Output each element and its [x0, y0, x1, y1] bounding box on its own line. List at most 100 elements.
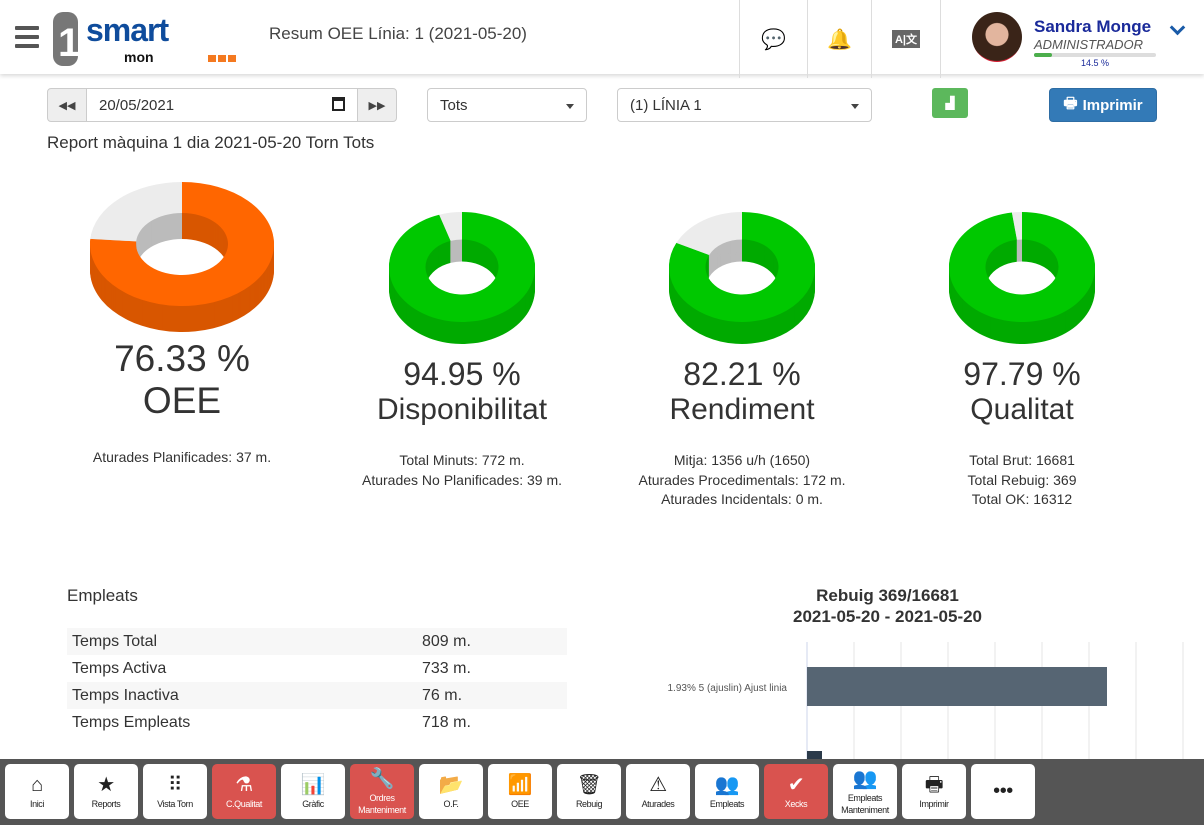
print-icon: 🖶 — [1063, 94, 1078, 112]
nav-label: Empleats Manteniment — [841, 792, 889, 815]
nav-label: Imprimir — [919, 798, 949, 809]
svg-text:smart: smart — [86, 12, 170, 48]
translate-icon: A|文 — [891, 30, 921, 48]
nav-imprimir[interactable]: 🖶 Imprimir — [902, 764, 966, 819]
nav-label: C.Qualitat — [225, 798, 263, 809]
next-day-button[interactable]: ▶▶ — [357, 88, 397, 122]
notifications-button[interactable]: 🔔 — [807, 0, 871, 78]
donut-chart — [89, 182, 274, 332]
avatar — [972, 12, 1022, 62]
gauge-percent: 76.33 % — [114, 338, 250, 379]
profile-progress-bar — [1034, 53, 1156, 57]
logo: 1 smart mon — [53, 12, 236, 66]
employees-table: Temps Total 809 m. Temps Activa 733 m. Temps… — [67, 628, 567, 736]
nav-label: Inici — [29, 798, 44, 809]
top-bar: 1 smart mon Resum OEE Línia: 1 (2021-05-… — [0, 0, 1204, 78]
scrap-chart-title: Rebuig 369/16681 2021-05-20 - 2021-05-20 — [680, 585, 1095, 627]
table-row: Temps Inactiva 76 m. — [67, 682, 567, 709]
gauge-detail: Total Brut: 16681 — [969, 452, 1075, 468]
donut-chart — [669, 212, 815, 344]
remainder-slice — [90, 182, 182, 242]
gauge-detail: Aturades Incidentals: 0 m. — [661, 491, 823, 507]
calendar-icon[interactable] — [332, 97, 345, 111]
menu-icon[interactable] — [15, 26, 39, 48]
bar[interactable] — [807, 667, 1107, 706]
svg-text:mon: mon — [124, 49, 154, 65]
date-value: 20/05/2021 — [99, 96, 175, 114]
date-input[interactable]: 20/05/2021 — [86, 88, 358, 122]
report-title: Report màquina 1 dia 2021-05-20 Torn Tot… — [47, 133, 375, 152]
home-icon: ⌂ — [31, 773, 43, 796]
table-row: Temps Activa 733 m. — [67, 655, 567, 682]
chart-subtitle: 2021-05-20 - 2021-05-20 — [792, 607, 983, 626]
user-name: Sandra Monge — [1034, 17, 1152, 36]
nav-vista-torn[interactable]: ⠿ Vista Torn — [143, 764, 207, 819]
nav-empleats[interactable]: 👥 Empleats — [695, 764, 759, 819]
nav-label: Xecks — [784, 798, 808, 809]
bell-icon: 🔔 — [827, 28, 852, 51]
bar-label: 1.93% 5 (ajuslin) Ajust linia — [667, 683, 787, 694]
remainder-slice — [1011, 212, 1022, 240]
backward-icon: ◀◀ — [58, 99, 76, 112]
gauge-label: Rendiment — [669, 393, 815, 426]
nav-xecks[interactable]: ✔ Xecks — [764, 764, 828, 819]
nav-oee[interactable]: 📶 OEE — [488, 764, 552, 819]
flask-icon: ⚗ — [235, 773, 253, 796]
value-slice — [389, 212, 535, 322]
comments-icon: 💬 — [761, 28, 786, 51]
value-slice — [669, 212, 815, 322]
gauge-qualitat: 97.79 % Qualitat Total Brut: 16681 Total Re… — [882, 180, 1162, 510]
nav-c-qualitat[interactable]: ⚗ C.Qualitat — [212, 764, 276, 819]
warning-icon: ⚠ — [649, 773, 667, 796]
remainder-slice — [439, 212, 462, 241]
bar-chart-icon: ▟ — [945, 96, 955, 110]
language-button[interactable]: A|文 — [871, 0, 941, 78]
nav-label: O.F. — [443, 798, 459, 809]
page-title: Resum OEE Línia: 1 (2021-05-20) — [269, 24, 527, 43]
nav-aturades[interactable]: ⚠ Aturades — [626, 764, 690, 819]
nav-ordres-manteniment[interactable]: 🔧 Ordres Manteniment — [350, 764, 414, 819]
line-value: (1) LÍNIA 1 — [630, 96, 702, 114]
nav-reports[interactable]: ★ Reports — [74, 764, 138, 819]
nav-gr-fic[interactable]: 📊 Gràfic — [281, 764, 345, 819]
nav-label: Gràfic — [302, 798, 324, 809]
donut-chart — [949, 212, 1095, 344]
gauge-label: Disponibilitat — [376, 393, 548, 426]
row-label: Temps Activa — [72, 659, 167, 677]
bar[interactable] — [807, 751, 822, 760]
caret-icon — [851, 104, 859, 109]
gauge-detail: Mitja: 1356 u/h (1650) — [673, 452, 811, 468]
nav-more[interactable]: ••• — [971, 764, 1035, 819]
nav-o-f-[interactable]: 📂 O.F. — [419, 764, 483, 819]
line-select[interactable]: (1) LÍNIA 1 — [617, 88, 872, 122]
row-label: Temps Empleats — [72, 713, 191, 731]
donut-chart — [389, 212, 535, 344]
wrench-icon: 🔧 — [369, 767, 395, 790]
nav-inici[interactable]: ⌂ Inici — [5, 764, 69, 819]
nav-label: Empleats — [709, 798, 745, 809]
user-menu[interactable]: Sandra Monge ADMINISTRADOR 14.5 % — [972, 10, 1197, 70]
nav-label: Aturades — [641, 798, 675, 809]
chart-view-button[interactable]: ▟ — [932, 88, 968, 118]
folder-open-icon: 📂 — [438, 773, 464, 796]
chat-button[interactable]: 💬 — [739, 0, 807, 78]
gauge-detail: Total OK: 16312 — [971, 491, 1073, 507]
nav-empleats-manteniment[interactable]: 👥 Empleats Manteniment — [833, 764, 897, 819]
shift-select[interactable]: Tots — [427, 88, 587, 122]
nav-rebuig[interactable]: 🗑 Rebuig — [557, 764, 621, 819]
gauge-oee: 76.33 % OEE Aturades Planificades: 37 m. — [42, 180, 322, 468]
more-icon: ••• — [993, 779, 1013, 802]
gauge-percent: 97.79 % — [963, 356, 1081, 392]
row-value: 733 m. — [422, 659, 471, 677]
chevron-down-icon[interactable] — [1169, 19, 1186, 36]
print-button[interactable]: 🖶 Imprimir — [1049, 88, 1157, 122]
prev-day-button[interactable]: ◀◀ — [47, 88, 87, 122]
forward-icon: ▶▶ — [368, 99, 386, 112]
gauge-rendiment: 82.21 % Rendiment Mitja: 1356 u/h (1650) At… — [602, 180, 882, 510]
gauge-label: Qualitat — [970, 393, 1074, 426]
employees-title: Empleats — [67, 586, 138, 605]
row-value: 809 m. — [422, 632, 471, 650]
users-icon: 👥 — [852, 767, 878, 790]
signal-icon: 📶 — [507, 773, 533, 796]
row-label: Temps Total — [72, 632, 158, 650]
